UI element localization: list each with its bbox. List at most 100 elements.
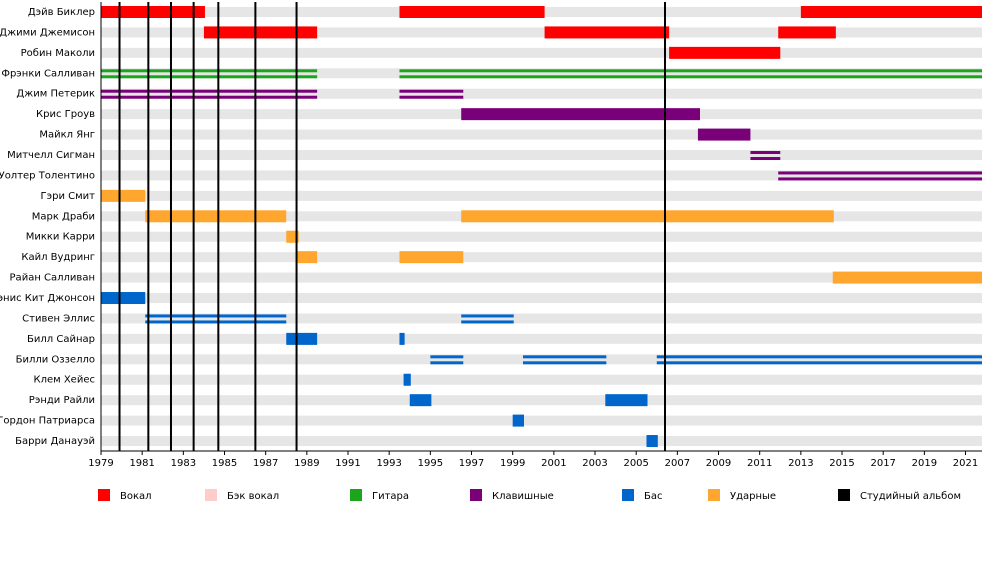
member-name: Билли Оззелло: [16, 354, 95, 365]
member-bar: [101, 69, 318, 79]
legend-swatch: [708, 489, 720, 501]
member-bar: [522, 355, 607, 365]
member-name: Митчелл Сигман: [7, 150, 95, 161]
member-name: Джим Петерик: [16, 89, 95, 100]
bar-line: [101, 89, 318, 93]
legend-label: Клавишные: [492, 491, 554, 502]
x-tick-label: 1979: [88, 458, 113, 469]
bar-line: [430, 355, 464, 359]
member-bar: [399, 89, 464, 99]
member-bar: [778, 26, 836, 39]
member-bar: [697, 128, 751, 141]
legend-label: Гитара: [372, 491, 409, 502]
bar-line: [750, 151, 781, 155]
row-band: [101, 170, 982, 181]
bar-line: [750, 157, 781, 161]
member-bar: [461, 210, 834, 223]
x-tick-label: 1995: [418, 458, 443, 469]
bar-line: [778, 177, 982, 181]
member-bar: [800, 6, 982, 18]
member-name: Райан Салливан: [10, 273, 95, 284]
bar-line: [461, 320, 514, 324]
member-bar: [101, 6, 205, 18]
row-band: [101, 68, 982, 79]
x-tick-label: 2003: [582, 458, 607, 469]
legend-swatch: [205, 489, 217, 501]
x-tick-label: 2007: [665, 458, 690, 469]
bar-line: [461, 314, 514, 318]
member-bar: [430, 355, 464, 365]
legend-label: Студийный альбом: [860, 491, 961, 502]
member-name: Гордон Патриарса: [0, 416, 95, 427]
x-tick-label: 1997: [459, 458, 484, 469]
x-tick-label: 2021: [953, 458, 978, 469]
legend-swatch: [470, 489, 482, 501]
x-tick-label: 1993: [376, 458, 401, 469]
member-name: Дэнис Кит Джонсон: [0, 293, 95, 304]
member-bar: [399, 69, 983, 79]
member-bar: [832, 271, 982, 284]
member-name: Гэри Смит: [41, 191, 96, 202]
member-bar: [297, 251, 318, 264]
member-bar: [399, 251, 464, 264]
bar-line: [145, 314, 287, 318]
legend-swatch: [350, 489, 362, 501]
legend-swatch: [98, 489, 110, 501]
member-bar: [646, 435, 658, 448]
row-band: [101, 129, 982, 140]
x-tick-label: 2001: [541, 458, 566, 469]
member-bar: [461, 108, 700, 121]
row-band: [101, 47, 982, 58]
bar-line: [145, 320, 287, 324]
bar-line: [399, 75, 983, 79]
row-band: [101, 313, 982, 324]
member-bar: [101, 292, 146, 305]
row-band: [101, 27, 982, 38]
member-name: Микки Карри: [26, 232, 95, 243]
member-bar: [399, 332, 405, 345]
member-bar: [286, 332, 318, 345]
member-name: Марк Драби: [32, 211, 95, 222]
bar-line: [399, 69, 983, 73]
row-band: [101, 354, 982, 365]
bar-line: [101, 95, 318, 99]
x-tick-label: 1989: [294, 458, 319, 469]
x-tick-label: 2013: [788, 458, 813, 469]
row-band: [101, 293, 982, 304]
legend-label: Бэк вокал: [227, 491, 279, 502]
bar-line: [778, 171, 982, 175]
bar-line: [430, 361, 464, 365]
x-tick-label: 2005: [623, 458, 648, 469]
row-band: [101, 190, 982, 201]
member-name: Робин Маколи: [21, 48, 95, 59]
x-tick-label: 2017: [870, 458, 895, 469]
member-name: Кайл Вудринг: [21, 252, 95, 263]
row-band: [101, 88, 982, 99]
x-tick-label: 1985: [212, 458, 237, 469]
member-bar: [461, 314, 514, 324]
member-bar: [512, 414, 525, 427]
row-band: [101, 374, 982, 385]
x-tick-label: 1983: [171, 458, 196, 469]
member-bar: [750, 151, 781, 161]
row-band: [101, 436, 982, 447]
member-bar: [286, 230, 299, 243]
member-name: Барри Данауэй: [15, 436, 95, 447]
member-name: Клем Хейес: [33, 375, 95, 386]
member-name: Фрэнки Салливан: [1, 68, 95, 79]
bar-line: [656, 361, 982, 365]
legend-label: Бас: [644, 491, 663, 502]
member-bar: [544, 26, 670, 39]
bar-line: [101, 69, 318, 73]
bar-line: [656, 355, 982, 359]
member-name: Уолтер Толентино: [0, 170, 95, 181]
x-tick-label: 1987: [253, 458, 278, 469]
member-bar: [669, 46, 781, 59]
member-name: Джими Джемисон: [0, 27, 95, 38]
x-tick-label: 2011: [747, 458, 772, 469]
member-bar: [399, 6, 545, 18]
bar-line: [101, 75, 318, 79]
member-bar: [778, 171, 982, 181]
member-bar: [145, 314, 287, 324]
